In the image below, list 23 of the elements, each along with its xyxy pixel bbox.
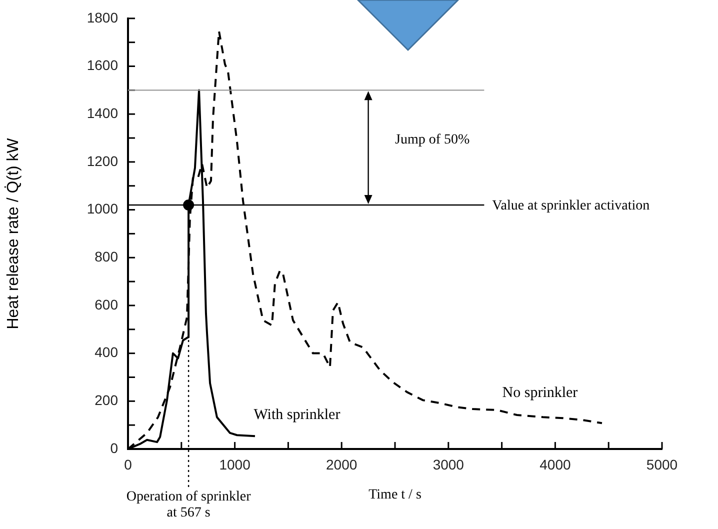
x-axis-title: Time t / s xyxy=(368,487,422,502)
y-tick-label: 0 xyxy=(110,440,118,456)
x-tick-label: 5000 xyxy=(646,456,678,472)
y-tick-label: 1600 xyxy=(86,57,118,74)
x-tick-label: 0 xyxy=(124,456,132,472)
y-tick-label: 600 xyxy=(94,296,118,312)
y-tick-label: 800 xyxy=(94,248,118,264)
y-tick-label: 1200 xyxy=(86,152,118,169)
annotation: Jump of 50% xyxy=(395,132,470,148)
series-label: With sprinkler xyxy=(254,407,340,424)
ref-line-label: Value at sprinkler activation xyxy=(492,198,650,214)
y-tick-label: 200 xyxy=(94,392,118,408)
y-axis-title: Heat release rate / Q̇(t) kW xyxy=(4,137,22,330)
y-tick-label: 400 xyxy=(94,344,118,360)
y-tick-label: 1800 xyxy=(86,9,118,26)
ref-line-label: Operation of sprinkler at 567 s xyxy=(126,490,252,521)
x-tick-label: 3000 xyxy=(432,456,464,472)
y-tick-label: 1400 xyxy=(86,104,118,121)
y-tick-label: 1000 xyxy=(86,200,118,217)
x-tick-label: 4000 xyxy=(540,456,571,472)
x-tick-label: 1000 xyxy=(219,456,251,472)
x-tick-label: 2000 xyxy=(326,456,358,472)
series-label: No sprinkler xyxy=(502,385,578,402)
